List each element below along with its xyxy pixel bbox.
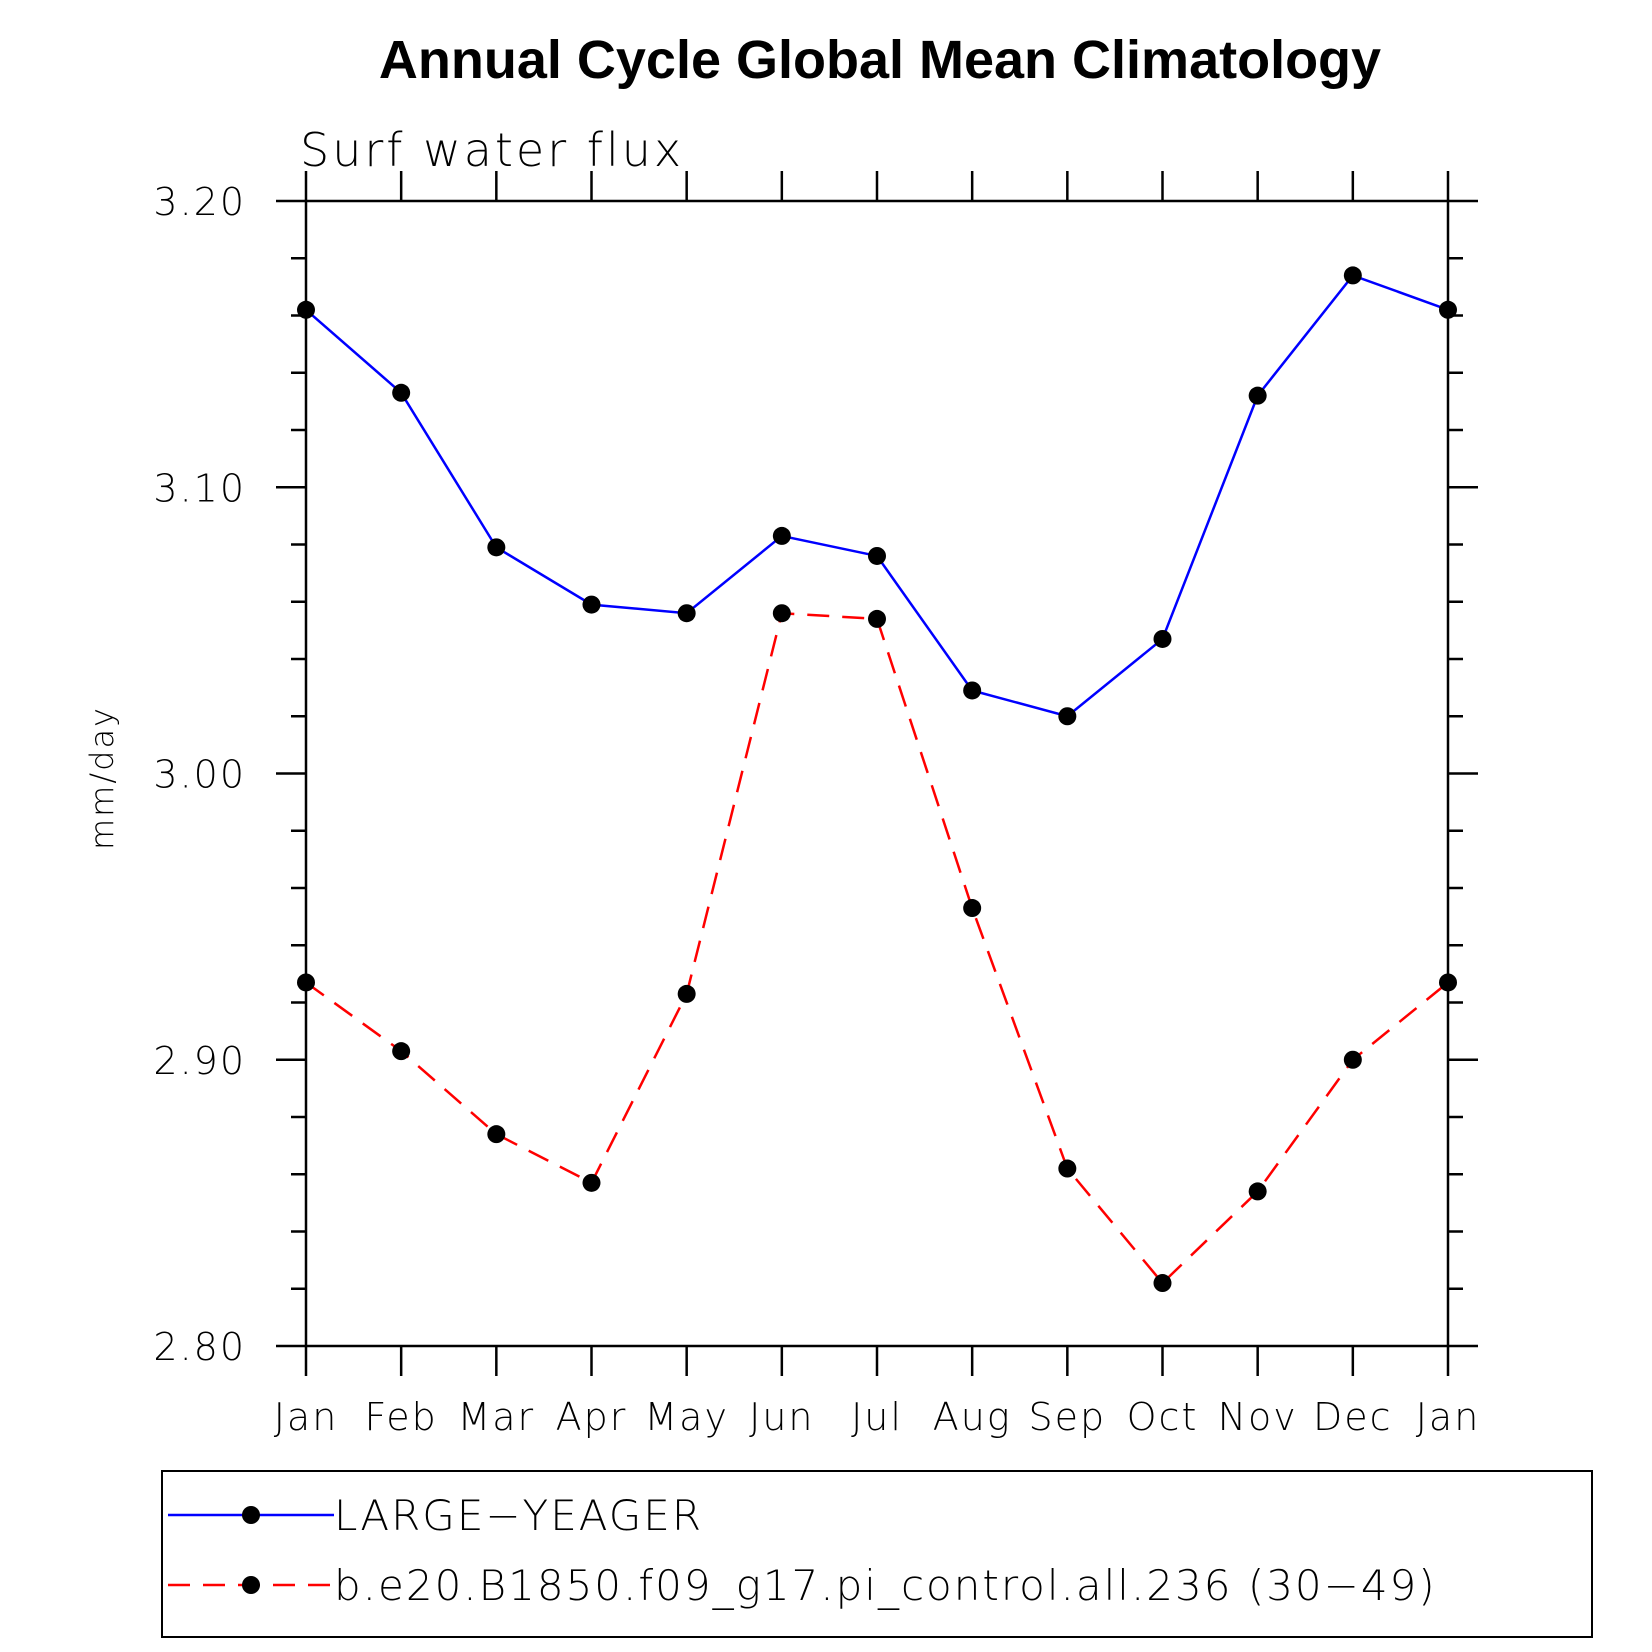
series-0-point [677, 604, 696, 623]
series-0-point [1248, 386, 1267, 405]
x-tick-label: Jan [274, 1395, 339, 1439]
series-layer [297, 266, 1457, 1293]
y-tick-label: 3.20 [153, 180, 246, 224]
series-1-point [1343, 1050, 1362, 1069]
series-1-point [868, 609, 886, 628]
series-0-point [1058, 707, 1077, 726]
x-tick-label: May [644, 1395, 729, 1439]
series-0-point [297, 300, 315, 319]
x-tick-label: Feb [365, 1395, 438, 1439]
series-0-point [868, 546, 886, 565]
series-0-point [392, 383, 411, 402]
series-1-point [487, 1125, 506, 1144]
y-tick-label: 2.90 [153, 1039, 246, 1083]
legend-label-pi-control: b.e20.B1850.f09_g17.pi_control.all.236 (… [334, 1561, 1437, 1610]
series-line-0 [305, 273, 1449, 718]
series-1-point [1248, 1182, 1267, 1201]
y-tick-label: 3.10 [153, 466, 246, 510]
x-tick-label: Sep [1029, 1395, 1107, 1439]
y-tick-label: 3.00 [153, 753, 246, 797]
y-tick-label: 2.80 [153, 1325, 246, 1369]
series-1-point [677, 984, 696, 1003]
y-axis-label: mm/day [83, 706, 121, 850]
chart-title: Annual Cycle Global Mean Climatology [379, 30, 1381, 90]
legend-box [161, 1470, 1593, 1638]
series-0-point [772, 526, 791, 545]
series-0-point [1153, 629, 1172, 648]
series-0-point [1343, 266, 1362, 285]
series-0-point [487, 538, 506, 557]
series-1-point [1439, 973, 1457, 992]
x-tick-label: Jul [851, 1395, 903, 1439]
series-0-point [582, 595, 601, 614]
x-tick-label: Jan [1416, 1395, 1481, 1439]
axes: 2.80 2.90 3.00 3.10 3.20 Jan Feb Mar Apr May Jun Ju… [153, 171, 1481, 1439]
series-1-point [772, 604, 791, 623]
series-1-point [582, 1173, 601, 1192]
chart-subtitle: Surf water flux [300, 123, 684, 177]
x-tick-label: Dec [1313, 1395, 1393, 1439]
x-tick-label: Mar [457, 1395, 535, 1439]
legend-label-large-yeager: LARGE−YEAGER [334, 1491, 703, 1540]
x-tick-label: Apr [556, 1395, 628, 1439]
series-0-point [963, 681, 982, 700]
series-1-point [1058, 1159, 1077, 1178]
x-tick-label: Jun [749, 1395, 814, 1439]
legend: LARGE−YEAGER b.e20.B1850.f09_g17.pi_cont… [161, 1470, 1593, 1638]
x-tick-label: Nov [1218, 1395, 1298, 1439]
series-1-point [297, 973, 315, 992]
legend-marker-pi-control [242, 1576, 260, 1594]
series-0-point [1439, 300, 1457, 319]
x-tick-label: Aug [933, 1395, 1012, 1439]
series-line-1 [305, 611, 1449, 1285]
series-1-point [963, 899, 982, 918]
series-1-point [392, 1042, 411, 1061]
legend-marker-large-yeager [242, 1506, 260, 1524]
series-1-point [1153, 1274, 1172, 1293]
x-tick-label: Oct [1127, 1395, 1199, 1439]
